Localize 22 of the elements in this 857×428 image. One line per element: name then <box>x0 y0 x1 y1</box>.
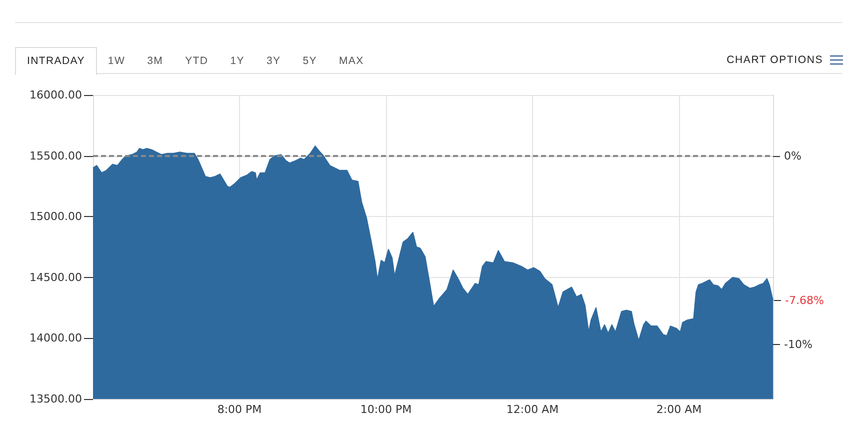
text: INTRADAY <box>15 47 97 75</box>
text: MAX <box>338 54 365 69</box>
y-tick-label: 14500.00 <box>30 270 82 284</box>
text: 1W <box>106 54 126 69</box>
annotation: -7.68% <box>785 294 824 308</box>
y-tick-label: 15000.00 <box>30 210 82 224</box>
text: 5Y <box>302 54 318 69</box>
text: CHART OPTIONS <box>726 54 823 66</box>
x-tick-label: 2:00 AM <box>656 403 702 416</box>
y-tick-label: 15500.00 <box>30 149 82 162</box>
x-tick-label: 10:00 PM <box>360 403 412 416</box>
x-tick-label: 8:00 PM <box>217 403 262 416</box>
text: 3M <box>146 54 164 69</box>
text: 1Y <box>229 54 246 69</box>
text: 3Y <box>265 54 282 69</box>
y-tick-label: 13500.00 <box>30 392 82 406</box>
text: YTD <box>184 54 210 69</box>
x-tick-label: 12:00 AM <box>506 403 559 416</box>
y2-tick-label: -10% <box>784 338 812 351</box>
y-tick-label: 16000.00 <box>30 88 82 102</box>
y-tick-label: 14000.00 <box>30 332 82 345</box>
y2-tick-label: 0% <box>784 149 802 162</box>
